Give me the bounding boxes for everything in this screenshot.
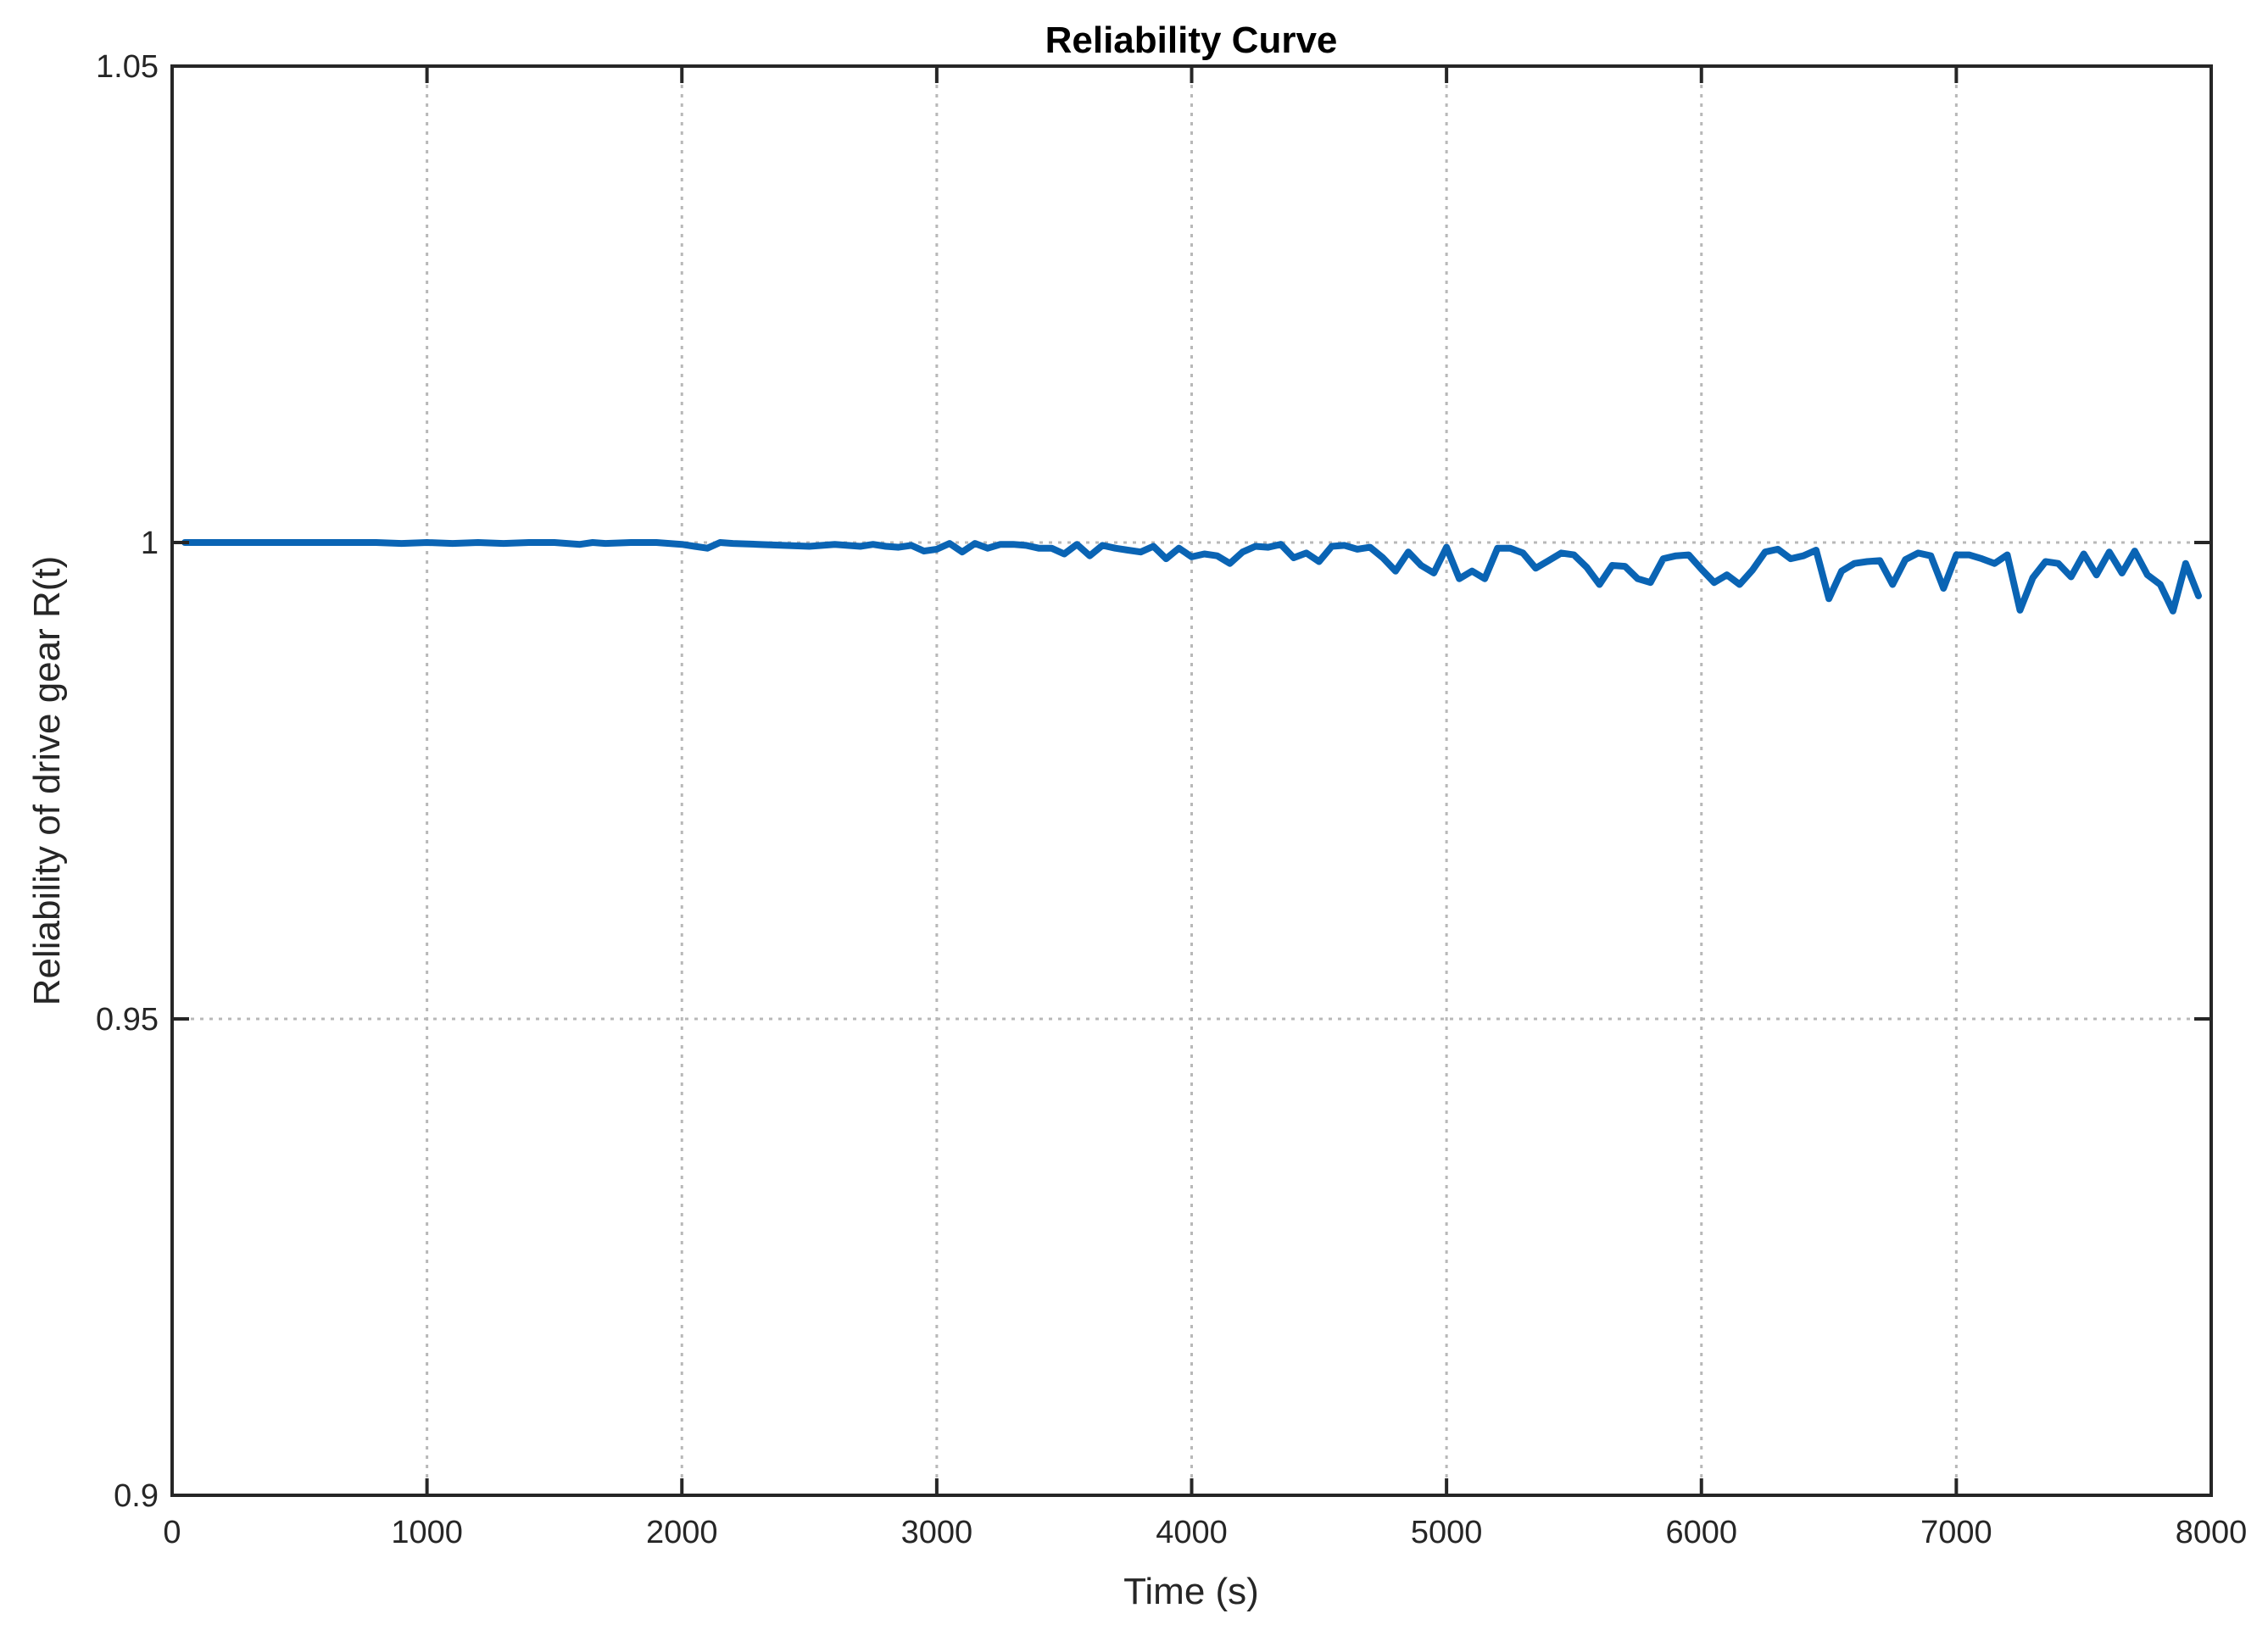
series-line — [181, 539, 2202, 615]
x-tick-label: 7000 — [1920, 1515, 1992, 1550]
x-tick-label: 4000 — [1156, 1515, 1228, 1550]
y-tick-label: 0.95 — [96, 1002, 159, 1038]
x-tick-label: 1000 — [391, 1515, 463, 1550]
x-tick-label: 5000 — [1411, 1515, 1483, 1550]
y-tick-labels: 0.9 0.95 1 1.05 — [96, 49, 159, 1514]
chart-title: Reliability Curve — [1045, 19, 1338, 61]
x-tick-label: 3000 — [901, 1515, 973, 1550]
y-tick-label: 1.05 — [96, 49, 159, 85]
grid-lines — [172, 66, 2211, 1495]
y-tick-label: 0.9 — [114, 1478, 159, 1514]
x-tick-labels: 0 1000 2000 3000 4000 5000 6000 7000 8000 — [163, 1515, 2247, 1550]
axis-ticks — [170, 64, 2213, 1497]
y-tick-label: 1 — [141, 526, 159, 561]
x-tick-label: 0 — [163, 1515, 181, 1550]
x-tick-label: 6000 — [1665, 1515, 1737, 1550]
series-layer — [181, 539, 2202, 615]
y-axis-label: Reliability of drive gear R(t) — [26, 556, 68, 1006]
x-tick-label: 2000 — [646, 1515, 718, 1550]
x-tick-label: 8000 — [2176, 1515, 2248, 1550]
x-axis-label: Time (s) — [1123, 1571, 1259, 1612]
